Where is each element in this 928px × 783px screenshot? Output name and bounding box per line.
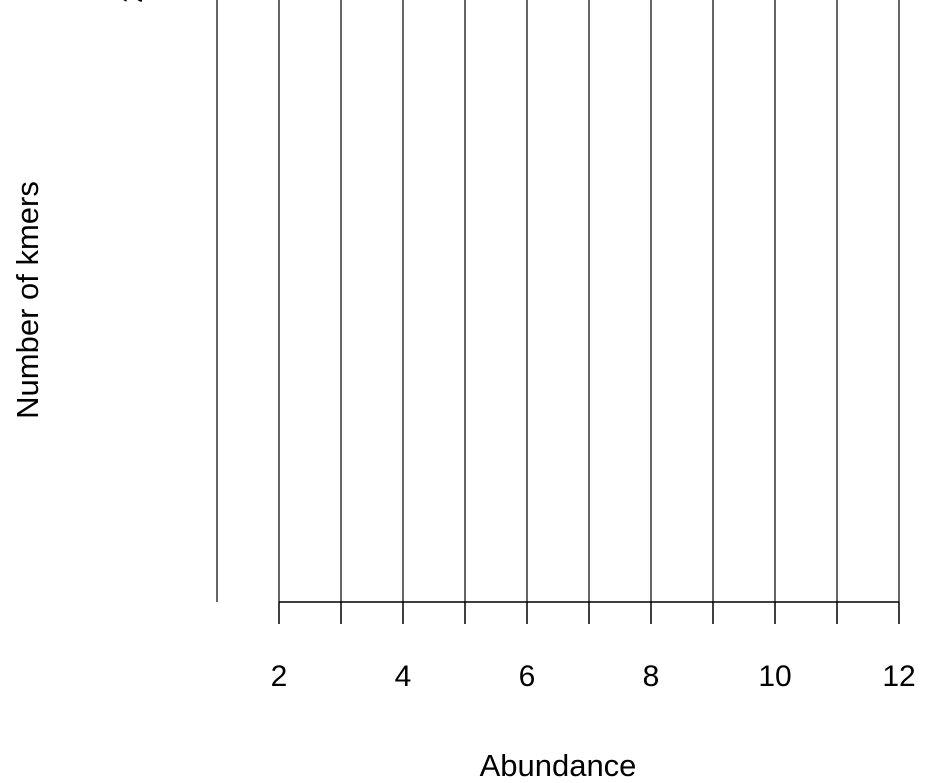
x-tick-label-4: 4: [395, 660, 412, 693]
x-tick-label-12: 12: [882, 660, 915, 693]
x-axis: 2 4 6 8 10 12: [271, 601, 916, 693]
x-tick-label-8: 8: [643, 660, 660, 693]
y-axis-label: Number of kmers: [10, 181, 45, 419]
x-tick-label-10: 10: [758, 660, 791, 693]
x-tick-label-6: 6: [519, 660, 536, 693]
x-tick-label-2: 2: [271, 660, 288, 693]
y-tick-label-2e+07: 2e+07: [116, 0, 149, 3]
x-axis-label: Abundance: [480, 748, 637, 783]
y-axis: 2e+071e+085e+082e+09: [116, 0, 149, 3]
bars-group: [216, 0, 900, 602]
